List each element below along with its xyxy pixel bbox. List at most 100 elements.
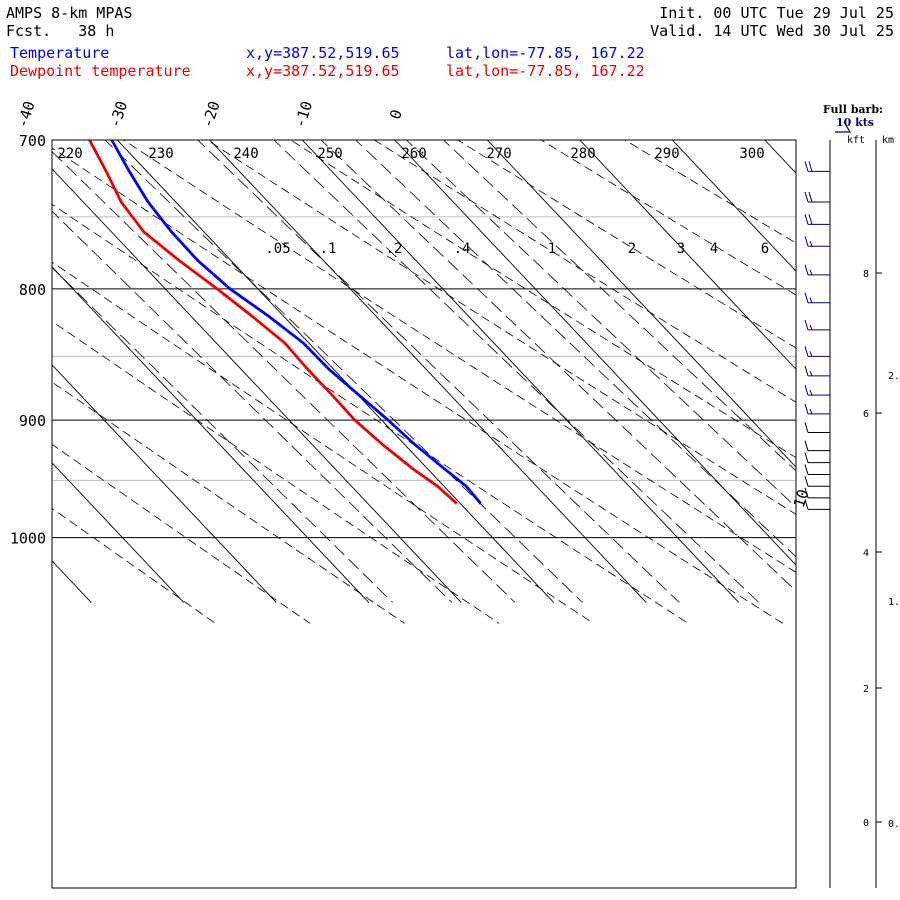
model-title: AMPS 8-km MPAS xyxy=(6,4,133,22)
isotherm-label: 10 xyxy=(790,487,813,510)
wind-barb-flag xyxy=(804,452,809,463)
wind-barb-flag xyxy=(804,422,809,433)
isotherm xyxy=(52,266,370,603)
isotherm-label: -30 xyxy=(106,99,131,130)
mixing-ratio-line xyxy=(320,140,796,592)
isotherm xyxy=(671,140,796,272)
wind-barb-flag xyxy=(804,403,809,415)
barb-key-value: 10 kts xyxy=(836,116,874,129)
isotherm xyxy=(764,140,796,174)
legend-temperature-name: Temperature xyxy=(10,44,110,62)
isotherm xyxy=(394,140,796,566)
isotherm xyxy=(486,140,796,468)
wind-barb-flag xyxy=(808,214,813,225)
km-tick-label: 2. xyxy=(888,371,900,382)
mixing-ratio-line xyxy=(442,140,796,472)
wind-barb-half xyxy=(809,324,813,331)
pressure-label: 900 xyxy=(19,412,46,430)
legend-dewpoint-name: Dewpoint temperature xyxy=(10,62,191,80)
forecast-hour: Fcst. 38 h xyxy=(6,22,115,40)
dry-adiabat-label: 260 xyxy=(401,146,426,162)
wind-barb-flag xyxy=(808,191,813,203)
wind-barb-flag xyxy=(804,292,809,303)
wind-barb-flag xyxy=(804,346,809,357)
kft-tick-label: 4 xyxy=(863,548,869,559)
dry-adiabat xyxy=(373,140,796,403)
mixing-ratio-label: 1 xyxy=(548,241,556,257)
isotherm xyxy=(52,462,185,603)
mixing-ratio-label: .05 xyxy=(265,241,290,257)
dry-adiabat xyxy=(52,320,500,624)
wind-barb-flag xyxy=(804,319,809,331)
legend-dewpoint-xy: x,y=387.52,519.65 xyxy=(246,62,400,80)
wind-barb-flag xyxy=(804,384,809,396)
wind-barb-flag xyxy=(804,191,809,203)
wind-barb-flag xyxy=(804,214,809,225)
dry-adiabat-label: 270 xyxy=(486,146,511,162)
mixing-ratio-label: .4 xyxy=(454,241,471,257)
dry-adiabat xyxy=(52,381,405,624)
wind-barb-flag xyxy=(804,161,809,172)
temperature-profile xyxy=(110,140,482,505)
barb-key-icon xyxy=(835,121,852,133)
legend-temperature-latlon: lat,lon=-77.85, 167.22 xyxy=(446,44,645,62)
kft-tick-label: 0 xyxy=(863,818,869,829)
wind-barb-half xyxy=(809,370,813,377)
barb-key-title: Full barb: xyxy=(823,103,883,116)
profiles xyxy=(88,140,482,505)
km-tick-label: 0. xyxy=(888,819,900,830)
dry-adiabat xyxy=(52,147,784,624)
mixing-ratio-label: 4 xyxy=(710,241,718,257)
dry-adiabat xyxy=(122,140,796,573)
dry-adiabat-label: 250 xyxy=(317,146,342,162)
pressure-label: 1000 xyxy=(10,530,46,548)
wind-barb-half xyxy=(809,297,813,303)
wind-barb-flag xyxy=(804,264,809,275)
mixing-ratio-line xyxy=(197,140,680,603)
dry-adiabat-label: 230 xyxy=(148,146,173,162)
dry-adiabat xyxy=(52,261,594,624)
kft-axis-title: kft xyxy=(847,135,865,146)
dry-adiabat-label: 240 xyxy=(233,146,258,162)
wind-barb-flag xyxy=(804,487,809,499)
mixing-ratio-label: 3 xyxy=(677,241,685,257)
legend-temperature-xy: x,y=387.52,519.65 xyxy=(246,44,400,62)
isotherm xyxy=(52,168,462,603)
wind-barb-flag xyxy=(808,161,813,172)
mixing-ratio-line xyxy=(355,140,796,558)
kft-tick-label: 6 xyxy=(863,409,869,420)
mixing-ratio-line xyxy=(52,266,393,603)
mixing-ratio-label: .2 xyxy=(386,241,403,257)
dry-adiabat-label: 220 xyxy=(57,146,82,162)
wind-barb-flag xyxy=(804,476,809,487)
dry-adiabat xyxy=(457,140,796,349)
wind-barb-flag xyxy=(804,365,809,377)
init-time: Init. 00 UTC Tue 29 Jul 25 xyxy=(659,4,894,22)
isotherm xyxy=(209,140,647,603)
isotherm-label: -10 xyxy=(291,99,316,130)
isotherm-label: -40 xyxy=(13,99,38,130)
mixing-ratio-line xyxy=(52,210,453,603)
mixing-ratio-label: 2 xyxy=(628,241,636,257)
mixing-ratio-label: .1 xyxy=(320,241,337,257)
wind-barb-flag xyxy=(804,236,809,247)
wind-barb-half xyxy=(809,408,813,415)
dry-adiabat-label: 280 xyxy=(570,146,595,162)
wind-barb-half xyxy=(809,269,813,276)
dry-adiabat xyxy=(52,443,311,624)
dry-adiabat xyxy=(289,140,796,459)
pressure-label: 700 xyxy=(19,132,46,150)
km-tick-label: 1. xyxy=(888,597,900,608)
dry-adiabat xyxy=(52,507,216,624)
dry-adiabat xyxy=(206,140,796,515)
isotherm xyxy=(301,140,740,603)
isotherm-label: -20 xyxy=(198,99,223,130)
valid-time: Valid. 14 UTC Wed 30 Jul 25 xyxy=(650,22,894,40)
wind-barb-flag xyxy=(804,499,809,510)
pressure-label: 800 xyxy=(19,281,46,299)
dry-adiabat xyxy=(540,140,796,296)
wind-barb-flag xyxy=(804,464,809,475)
mixing-ratio-line xyxy=(273,140,760,603)
plot-frame xyxy=(51,139,797,889)
